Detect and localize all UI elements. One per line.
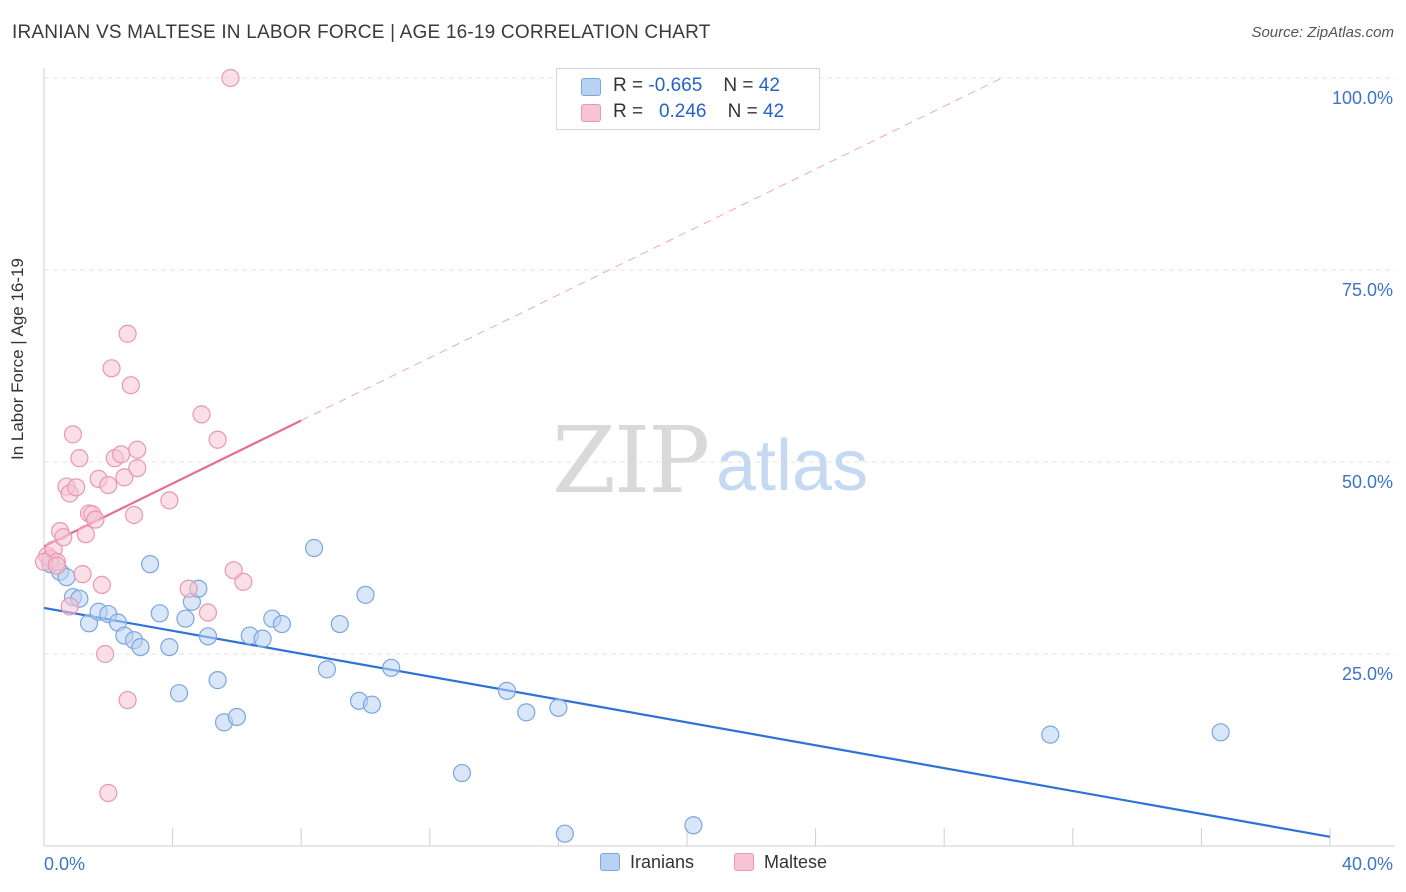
data-point-iranians — [517, 703, 536, 722]
data-point-maltese — [73, 565, 92, 584]
data-point-maltese — [60, 597, 79, 616]
data-point-maltese — [47, 556, 66, 575]
data-point-maltese — [54, 528, 73, 547]
legend-r-label: R = — [613, 75, 644, 96]
data-point-maltese — [124, 505, 144, 525]
data-point-iranians — [382, 658, 401, 677]
data-point-maltese — [121, 376, 140, 395]
data-point-iranians — [227, 707, 246, 727]
data-point-maltese — [99, 783, 118, 803]
data-point-maltese — [118, 324, 137, 343]
data-point-iranians — [1211, 723, 1230, 742]
data-point-maltese — [102, 359, 121, 378]
data-point-iranians — [272, 614, 292, 634]
bottom-legend-swatch-iranians — [600, 853, 620, 871]
data-point-iranians — [253, 629, 272, 648]
watermark-zip: ZIP — [552, 407, 708, 514]
data-point-iranians — [330, 614, 349, 634]
data-point-maltese — [112, 445, 131, 464]
data-point-iranians — [362, 695, 382, 714]
bottom-legend-iranians: Iranians — [600, 852, 694, 873]
bottom-legend-maltese: Maltese — [734, 852, 827, 873]
data-point-maltese — [221, 68, 240, 88]
data-point-maltese — [70, 449, 89, 468]
data-point-maltese — [115, 468, 134, 487]
trend-line-dashed-maltese — [300, 77, 1003, 421]
data-point-maltese — [76, 525, 95, 544]
data-point-iranians — [160, 637, 179, 657]
legend-n-value-iranians: 42 — [758, 75, 780, 96]
x-tick-label: 40.0% — [1342, 854, 1393, 874]
data-point-maltese — [179, 579, 198, 598]
data-point-iranians — [304, 538, 324, 558]
data-point-maltese — [198, 603, 218, 622]
y-tick-label: 100.0% — [1332, 88, 1393, 108]
bottom-legend-label-maltese: Maltese — [764, 852, 828, 872]
data-point-iranians — [169, 684, 189, 703]
data-point-iranians — [176, 609, 195, 628]
data-point-maltese — [86, 510, 105, 529]
data-point-iranians — [549, 698, 568, 717]
data-point-maltese — [128, 440, 147, 459]
watermark-atlas: atlas — [716, 426, 868, 506]
data-point-maltese — [67, 478, 86, 497]
legend-n-label: N = — [723, 75, 754, 96]
legend-swatch-iranians — [581, 78, 601, 96]
data-point-maltese — [63, 425, 83, 444]
data-point-iranians — [356, 585, 375, 604]
data-point-iranians — [317, 660, 337, 679]
data-point-iranians — [150, 604, 169, 623]
data-point-iranians — [452, 763, 472, 783]
data-point-iranians — [131, 637, 150, 657]
data-point-maltese — [160, 491, 179, 510]
y-tick-label: 50.0% — [1342, 472, 1393, 492]
y-tick-label: 25.0% — [1342, 664, 1393, 684]
data-point-maltese — [128, 459, 147, 478]
bottom-legend-swatch-maltese — [734, 853, 754, 871]
y-tick-label: 75.0% — [1342, 280, 1393, 300]
chart-title: IRANIAN VS MALTESE IN LABOR FORCE | AGE … — [12, 22, 711, 43]
data-point-iranians — [208, 671, 227, 690]
legend-r-value-iranians: -0.665 — [648, 75, 703, 96]
legend-n-label: N = — [727, 101, 758, 122]
data-point-iranians — [198, 627, 218, 646]
data-point-iranians — [684, 816, 703, 835]
legend-n-value-maltese: 42 — [763, 101, 785, 122]
data-point-iranians — [497, 681, 517, 700]
data-point-maltese — [118, 690, 137, 710]
source-label: Source: ZipAtlas.com — [1251, 24, 1394, 41]
points-layer — [34, 68, 1230, 843]
labels-layer: 25.0% 50.0% 75.0% 100.0% 0.0% 40.0% — [44, 88, 1393, 874]
data-point-iranians — [1041, 725, 1060, 744]
watermark: ZIP atlas — [552, 407, 868, 514]
x-tick-label: 0.0% — [44, 854, 85, 874]
data-point-maltese — [92, 575, 111, 594]
data-point-maltese — [234, 572, 253, 591]
grid-layer — [44, 77, 1395, 655]
data-point-maltese — [95, 644, 115, 664]
bottom-legend-label-iranians: Iranians — [630, 852, 695, 872]
legend-r-value-maltese: 0.246 — [658, 101, 707, 122]
data-point-iranians — [555, 824, 574, 843]
data-point-maltese — [192, 405, 211, 424]
data-point-maltese — [99, 475, 118, 495]
data-point-maltese — [208, 430, 227, 449]
legend-r-label: R = — [613, 101, 644, 122]
data-point-iranians — [140, 555, 160, 574]
correlation-legend: R = -0.665 N = 42 R = 0.246 N = 42 — [556, 68, 820, 130]
legend-swatch-maltese — [581, 104, 601, 122]
